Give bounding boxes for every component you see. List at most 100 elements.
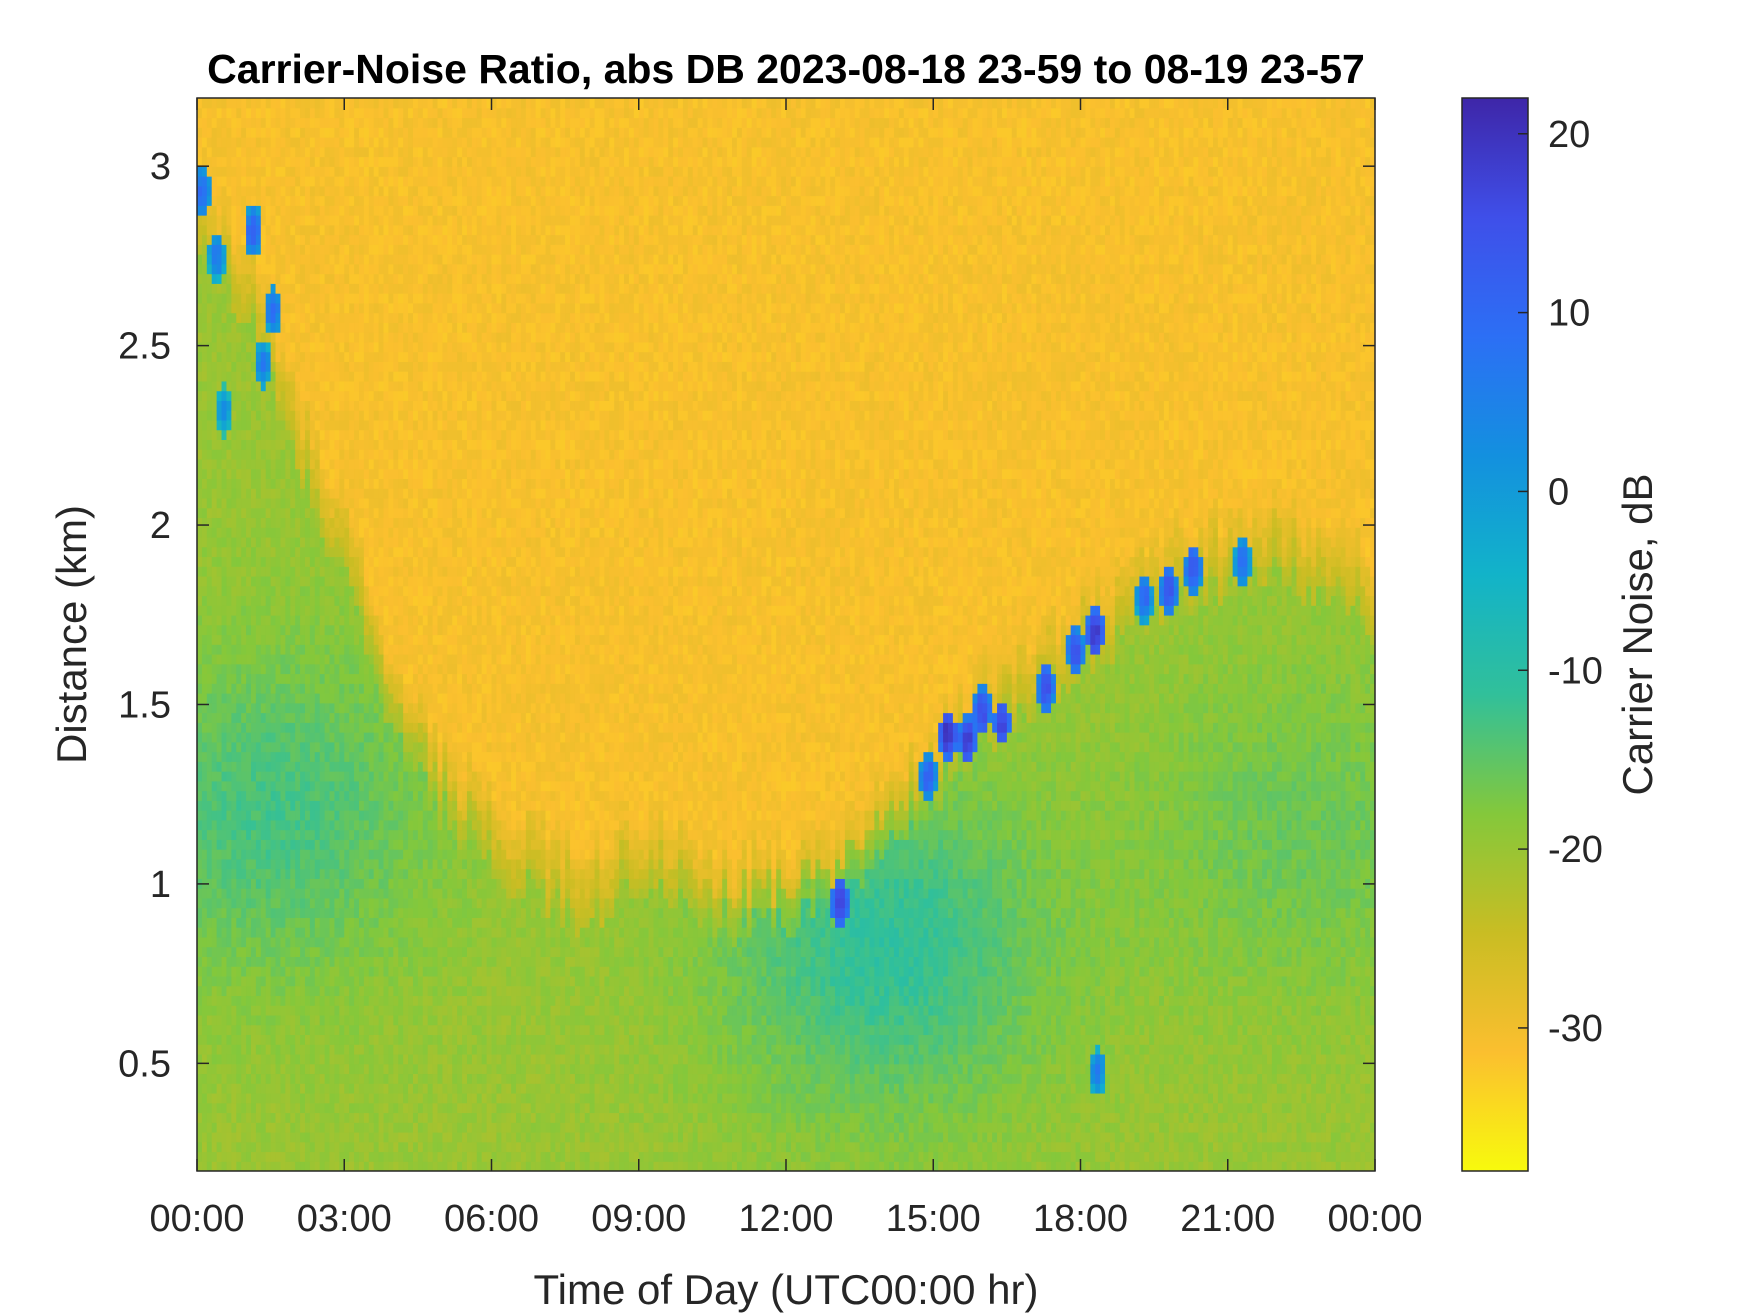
- heatmap-cell: [236, 829, 242, 840]
- heatmap-cell: [324, 156, 331, 167]
- heatmap-cell: [270, 205, 277, 216]
- heatmap-cell: [206, 351, 213, 362]
- heatmap-cell: [304, 712, 311, 723]
- heatmap-cell: [265, 351, 272, 362]
- heatmap-cell: [378, 449, 385, 460]
- heatmap-cell: [388, 741, 394, 753]
- heatmap-cell: [378, 332, 385, 343]
- heatmap-cell: [393, 693, 399, 704]
- heatmap-cell: [412, 117, 419, 128]
- heatmap-cell: [211, 234, 218, 245]
- heatmap-cell: [300, 117, 306, 128]
- heatmap-cell: [270, 732, 277, 743]
- heatmap-cell: [314, 488, 321, 499]
- heatmap-cell: [197, 380, 203, 392]
- heatmap-cell: [231, 654, 237, 665]
- heatmap-cell: [329, 624, 336, 636]
- heatmap-cell: [300, 1044, 306, 1055]
- heatmap-cell: [236, 614, 242, 626]
- heatmap-cell: [373, 1044, 380, 1055]
- heatmap-cell: [373, 907, 380, 918]
- heatmap-cell: [236, 654, 242, 665]
- heatmap-cell: [388, 273, 394, 284]
- heatmap-cell: [260, 927, 267, 938]
- heatmap-cell: [250, 449, 257, 460]
- heatmap-cell: [241, 371, 247, 382]
- heatmap-cell: [236, 322, 242, 333]
- heatmap-cell: [290, 458, 296, 470]
- heatmap-cell: [324, 195, 331, 206]
- heatmap-cell: [368, 419, 375, 431]
- heatmap-cell: [290, 673, 296, 684]
- heatmap-cell: [324, 254, 331, 265]
- heatmap-cell: [388, 888, 394, 899]
- heatmap-cell: [388, 751, 394, 762]
- heatmap-cell: [206, 1073, 213, 1084]
- heatmap-cell: [285, 741, 291, 753]
- heatmap-cell: [221, 302, 228, 314]
- heatmap-cell: [417, 975, 424, 987]
- heatmap-cell: [270, 244, 277, 255]
- heatmap-cell: [314, 215, 321, 226]
- heatmap-cell: [226, 956, 232, 967]
- heatmap-cell: [334, 878, 340, 889]
- heatmap-cell: [260, 1151, 267, 1162]
- heatmap-cell: [373, 975, 380, 987]
- heatmap-cell: [201, 1005, 208, 1016]
- heatmap-cell: [270, 497, 277, 509]
- heatmap-cell: [255, 1151, 262, 1162]
- heatmap-cell: [373, 634, 380, 645]
- heatmap-cell: [344, 1044, 350, 1055]
- heatmap-cell: [250, 224, 257, 236]
- heatmap-cell: [236, 254, 242, 265]
- heatmap-cell: [398, 341, 404, 353]
- heatmap-cell: [358, 683, 365, 694]
- heatmap-cell: [216, 956, 223, 967]
- heatmap-cell: [280, 810, 286, 821]
- heatmap-cell: [408, 458, 414, 470]
- heatmap-cell: [388, 176, 394, 187]
- heatmap-cell: [349, 927, 355, 938]
- heatmap-cell: [363, 263, 370, 275]
- heatmap-cell: [260, 566, 267, 577]
- heatmap-cell: [216, 156, 223, 167]
- heatmap-cell: [226, 1083, 232, 1094]
- heatmap-cell: [300, 693, 306, 704]
- heatmap-cell: [300, 107, 306, 119]
- heatmap-cell: [290, 634, 296, 645]
- heatmap-cell: [236, 400, 242, 411]
- heatmap-cell: [339, 322, 345, 333]
- heatmap-cell: [231, 263, 237, 275]
- heatmap-cell: [275, 273, 282, 284]
- heatmap-cell: [246, 449, 252, 460]
- heatmap-cell: [255, 1073, 262, 1084]
- heatmap-cell: [255, 605, 262, 616]
- heatmap-cell: [241, 390, 247, 401]
- heatmap-cell: [309, 946, 316, 957]
- heatmap-cell: [363, 536, 370, 548]
- heatmap-cell: [231, 390, 237, 401]
- heatmap-cell: [280, 332, 286, 343]
- heatmap-cell: [412, 351, 419, 362]
- heatmap-cell: [201, 156, 208, 167]
- heatmap-cell: [216, 985, 223, 997]
- heatmap-cell: [290, 1102, 296, 1114]
- heatmap-cell: [309, 449, 316, 460]
- heatmap-cell: [304, 458, 311, 470]
- heatmap-cell: [206, 624, 213, 636]
- heatmap-cell: [373, 1131, 380, 1143]
- heatmap-cell: [398, 98, 404, 109]
- heatmap-cell: [285, 966, 291, 977]
- heatmap-cell: [319, 107, 326, 119]
- heatmap-cell: [290, 410, 296, 421]
- heatmap-cell: [408, 819, 414, 831]
- heatmap-cell: [275, 1131, 282, 1143]
- heatmap-cell: [378, 478, 385, 489]
- heatmap-cell: [408, 127, 414, 138]
- heatmap-cell: [354, 829, 360, 840]
- heatmap-cell: [403, 195, 409, 206]
- heatmap-cell: [260, 293, 267, 304]
- heatmap-cell: [319, 712, 326, 723]
- heatmap-cell: [221, 995, 228, 1006]
- heatmap-cell: [344, 566, 350, 577]
